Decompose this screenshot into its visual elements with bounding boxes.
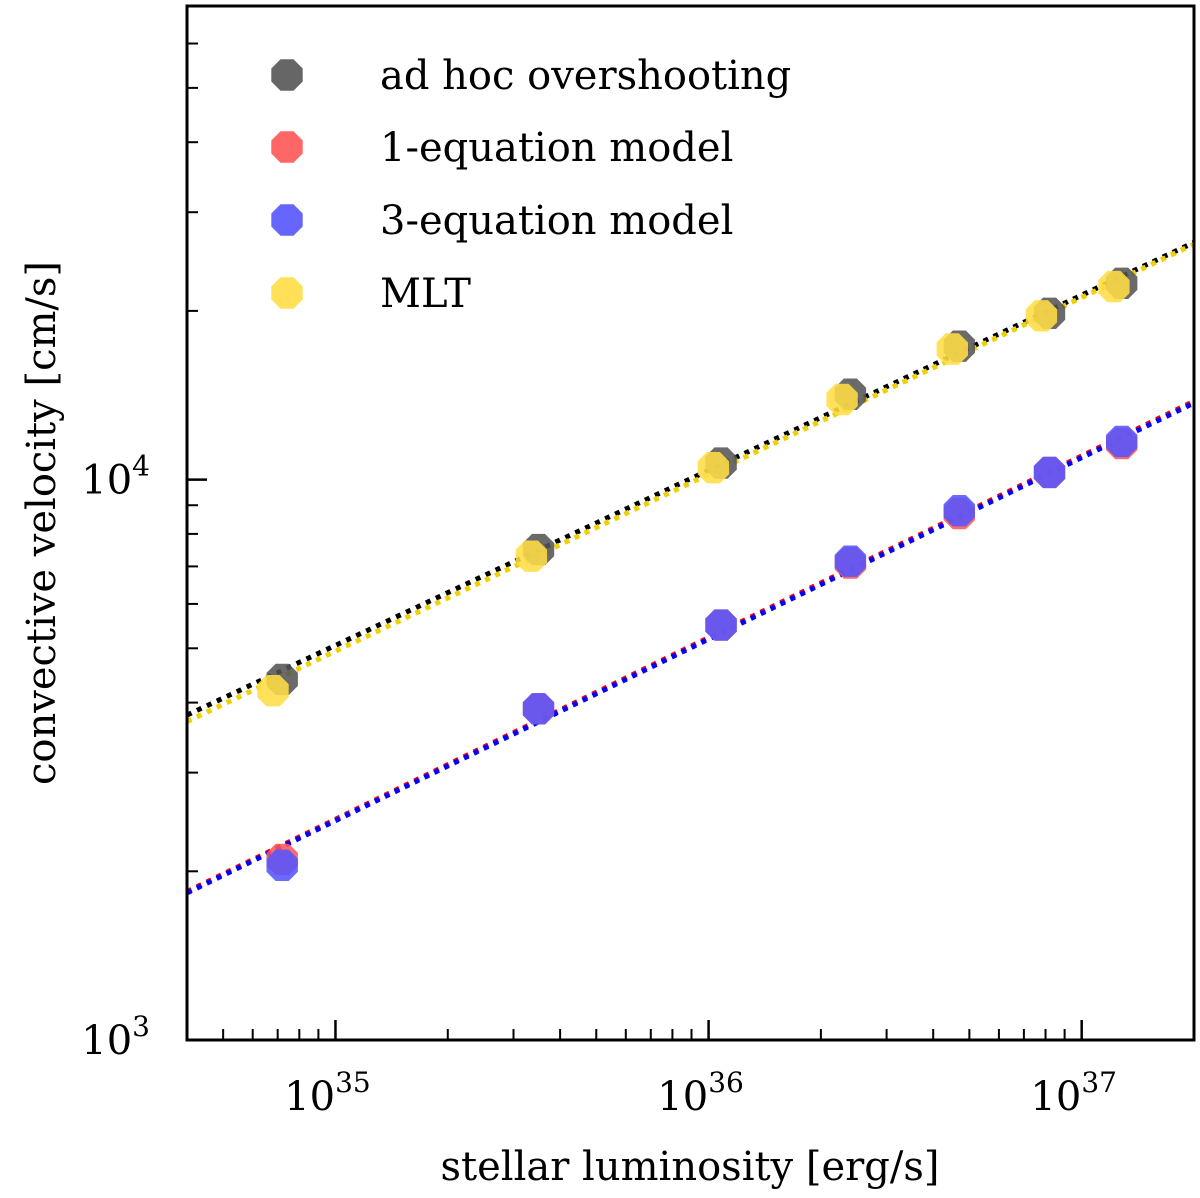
- data-point-series-4: [936, 333, 968, 365]
- fit-line-4: [187, 241, 1194, 724]
- x-tick-label: 1037: [1030, 1066, 1117, 1120]
- x-axis-label: stellar luminosity [erg/s]: [441, 1144, 940, 1190]
- x-tick-label: 1035: [284, 1066, 371, 1120]
- plot-background: [187, 6, 1194, 1040]
- data-point-series-3: [705, 609, 737, 641]
- data-point-series-3: [1106, 425, 1138, 458]
- data-point-series-4: [1098, 270, 1130, 303]
- y-tick-label: 104: [81, 450, 150, 504]
- legend: ad hoc overshooting 1-equation model 3-equ…: [271, 53, 791, 317]
- plot-frame: [185, 4, 1196, 1042]
- y-tick-label: 103: [81, 1010, 150, 1064]
- legend-label: 3-equation model: [380, 198, 733, 244]
- data-point-series-4: [697, 452, 730, 484]
- legend-marker: [271, 131, 303, 163]
- x-tick-label: 1036: [657, 1066, 744, 1120]
- data-markers: [257, 267, 1138, 881]
- legend-label: ad hoc overshooting: [380, 53, 791, 99]
- data-point-series-4: [257, 675, 289, 707]
- data-point-series-3: [1033, 456, 1066, 489]
- data-point-series-4: [1025, 300, 1058, 332]
- data-point-series-3: [266, 849, 298, 881]
- legend-marker: [271, 59, 303, 91]
- axis-ticks: 1035 1036 1037 103 104: [81, 5, 1195, 1120]
- data-point-series-4: [515, 540, 548, 572]
- legend-label: MLT: [380, 271, 471, 317]
- legend-marker: [271, 277, 303, 309]
- data-point-series-4: [826, 383, 858, 416]
- legend-label: 1-equation model: [380, 125, 733, 171]
- legend-marker: [271, 204, 303, 236]
- data-point-series-3: [834, 545, 867, 577]
- y-axis-label: convective velocity [cm/s]: [19, 261, 65, 785]
- data-point-series-3: [943, 495, 975, 527]
- data-point-series-3: [522, 693, 555, 725]
